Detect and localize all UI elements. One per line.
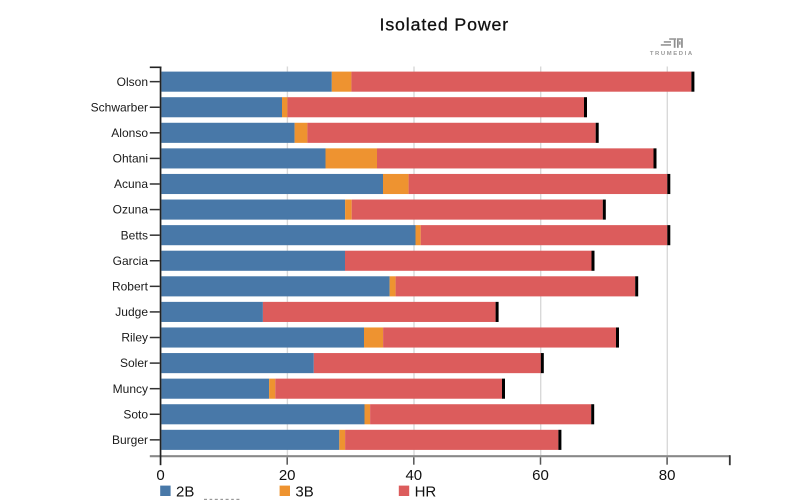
svg-text:Soler: Soler [120,356,148,370]
svg-text:Robert: Robert [112,279,149,293]
svg-text:Muncy: Muncy [113,382,148,396]
svg-text:Garcia: Garcia [113,254,149,268]
svg-text:Burger: Burger [112,433,148,447]
svg-text:Betts: Betts [121,228,148,242]
svg-text:60: 60 [532,467,549,484]
svg-text:Olson: Olson [117,75,148,89]
svg-text:Alonso: Alonso [111,126,148,140]
svg-text:40: 40 [405,467,422,484]
svg-text:0: 0 [156,467,164,484]
svg-text:Acuna: Acuna [114,177,148,191]
svg-text:Ozuna: Ozuna [113,203,149,217]
svg-text:Judge: Judge [115,305,148,319]
svg-text:80: 80 [659,467,676,484]
svg-text:Ohtani: Ohtani [113,152,148,166]
svg-text:HR: HR [415,483,437,500]
svg-text:TRUMEDIA: TRUMEDIA [650,51,694,57]
svg-text:2B: 2B [176,483,194,500]
svg-text:3B: 3B [295,483,313,500]
svg-text:Isolated Power: Isolated Power [380,15,510,35]
svg-text:20: 20 [279,467,296,484]
svg-text:Schwarber: Schwarber [91,100,148,114]
svg-text:Riley: Riley [121,331,148,345]
svg-text:Soto: Soto [123,407,148,421]
